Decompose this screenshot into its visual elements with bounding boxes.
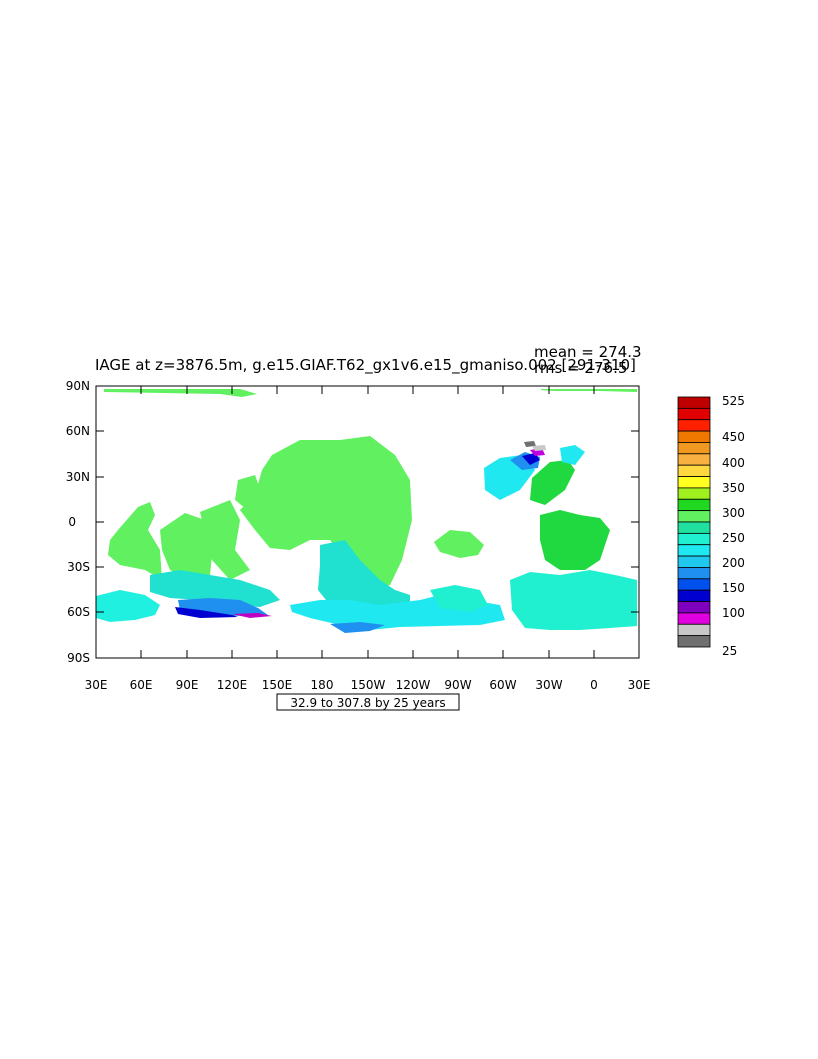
lon-label-30e-right: 30E (628, 678, 651, 692)
lat-labels: 90N 60N 30N 0 30S 60S 90S (66, 379, 90, 665)
mean-readout: mean = 274.3 (534, 343, 642, 361)
colorbar-swatch (677, 555, 711, 568)
lat-label-90s: 90S (67, 651, 90, 665)
colorbar-label: 525 (722, 394, 745, 408)
region-north-pacific (240, 436, 412, 588)
colorbar-swatch (677, 635, 711, 648)
region-arctic-east (541, 389, 637, 392)
region-southeast-pacific (430, 585, 488, 612)
plot-title: IAGE at z=3876.5m, g.e15.GIAF.T62_gx1v6.… (95, 356, 636, 375)
region-aus-antarctic-darkest (175, 607, 238, 618)
colorbar-swatch (677, 567, 711, 580)
colorbar-swatch (677, 442, 711, 455)
colorbar-swatch (677, 396, 711, 409)
lat-label-0: 0 (68, 515, 76, 529)
axis-ticks (95, 385, 640, 659)
contour-note-box (276, 693, 460, 711)
region-indian-east (200, 500, 250, 580)
colorbar-swatch (677, 487, 711, 500)
lon-label-120e: 120E (217, 678, 248, 692)
region-south-atlantic (510, 570, 637, 630)
colorbar-swatch (677, 532, 711, 546)
colorbar-swatch (677, 453, 711, 466)
colorbar-label: 350 (722, 481, 745, 495)
lat-label-60s: 60S (67, 605, 90, 619)
lon-label-150w: 150W (351, 678, 386, 692)
contour-note: 32.9 to 307.8 by 25 years (290, 696, 445, 710)
colorbar-swatch (677, 510, 711, 523)
lon-label-60e: 60E (130, 678, 153, 692)
region-southern-indian (150, 570, 280, 607)
region-pacific-west-isles (235, 475, 262, 512)
colorbar-swatch (677, 623, 711, 637)
colorbar-label: 150 (722, 581, 745, 595)
lat-label-30s: 30S (67, 560, 90, 574)
lon-label-180: 180 (311, 678, 334, 692)
lon-label-90e: 90E (176, 678, 199, 692)
lat-label-30n: 30N (66, 470, 90, 484)
region-labrador-gray (524, 441, 536, 447)
region-labrador-deep (522, 453, 540, 465)
rms-readout: rms = 276.5 (534, 359, 627, 377)
lat-label-90n: 90N (66, 379, 90, 393)
colorbar-swatch (677, 544, 711, 557)
colorbar-labels: 525 450 400 350 300 250 200 150 100 25 (722, 394, 745, 658)
lon-labels: 30E 60E 90E 120E 150E 180 150W 120W 90W … (85, 678, 651, 692)
region-aus-antarctic-purple (232, 613, 272, 618)
colorbar-swatch (677, 578, 711, 591)
lon-label-30w: 30W (535, 678, 562, 692)
lat-label-60n: 60N (66, 424, 90, 438)
colorbar (677, 396, 711, 648)
colorbar-swatch (677, 521, 711, 534)
colorbar-label: 450 (722, 430, 745, 444)
colorbar-label: 100 (722, 606, 745, 620)
colorbar-swatch (677, 464, 711, 477)
map-area (95, 385, 640, 659)
lon-label-150e: 150E (262, 678, 293, 692)
colorbar-swatch (677, 476, 711, 489)
region-east-pacific-green (434, 530, 484, 558)
region-indian-west (108, 502, 162, 580)
region-indian-center (160, 513, 213, 580)
region-north-atlantic-small (560, 445, 585, 465)
lon-label-60w: 60W (489, 678, 516, 692)
colorbar-swatch (677, 419, 711, 432)
region-central-pacific (318, 540, 410, 615)
region-atlantic-north (530, 460, 575, 505)
colorbar-swatch (677, 430, 711, 443)
colorbar-label: 200 (722, 556, 745, 570)
colorbar-label: 400 (722, 456, 745, 470)
region-southern-belt-west (96, 590, 160, 622)
region-atlantic-equatorial (540, 510, 610, 570)
lon-label-120w: 120W (396, 678, 431, 692)
lon-label-30e: 30E (85, 678, 108, 692)
colorbar-swatch (677, 612, 711, 625)
colorbar-label: 300 (722, 506, 745, 520)
region-labrador-lightgray (532, 445, 546, 451)
colorbar-swatch (677, 407, 711, 421)
colorbar-label: 250 (722, 531, 745, 545)
colorbar-swatch (677, 589, 711, 602)
lon-label-90w: 90W (444, 678, 471, 692)
region-arctic-west (104, 389, 257, 397)
region-ross-sea-blue (330, 622, 385, 633)
lon-label-0: 0 (590, 678, 598, 692)
colorbar-swatch (677, 601, 711, 614)
colorbar-swatch (677, 498, 711, 512)
colorbar-label: 25 (722, 644, 737, 658)
